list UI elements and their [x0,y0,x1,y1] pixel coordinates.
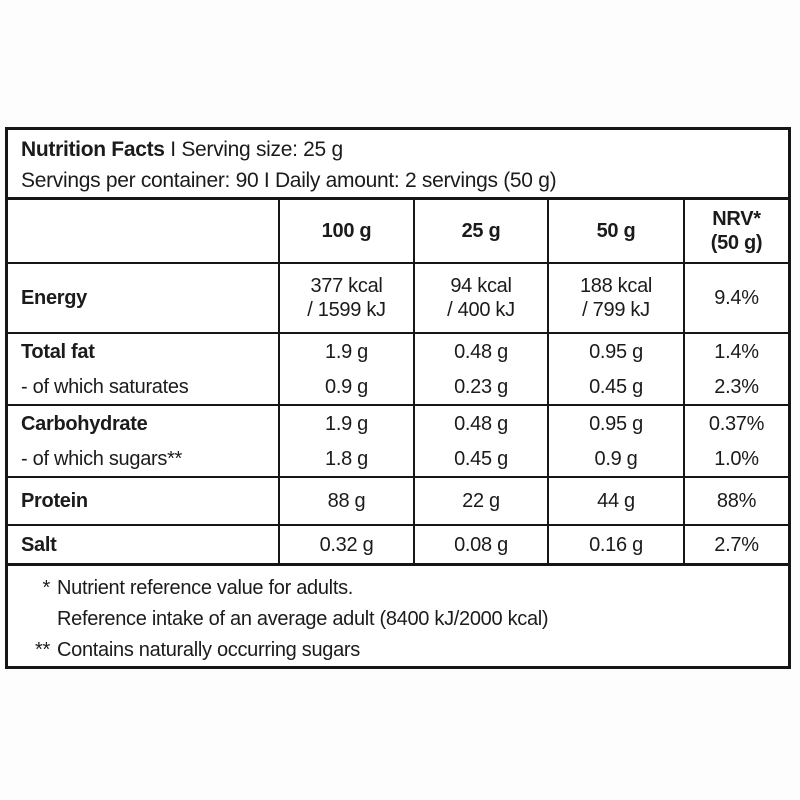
nutrition-facts-table: Nutrition Facts I Serving size: 25 g Ser… [5,127,791,669]
value-cell: 0.95 g [547,406,683,441]
header-divider: I [170,138,176,161]
table-row: - of which saturates 0.9 g 0.23 g 0.45 g… [8,369,788,404]
value-cell: 88 g [278,478,413,524]
value-cell: 1.8 g [278,441,413,476]
value-cell: 188 kcal / 799 kJ [547,264,683,332]
column-header-100g: 100 g [278,200,413,262]
value-cell: 0.37% [683,406,788,441]
value-cell: 0.45 g [413,441,547,476]
nutrition-facts-title: Nutrition Facts [21,138,165,161]
serving-size-text: Serving size: 25 g [181,138,343,161]
footnote-marker: * [42,577,51,599]
table-row: Protein 88 g 22 g 44 g 88% [8,476,788,524]
row-label: Total fat [21,340,95,363]
column-header-25g: 25 g [413,200,547,262]
table-row: - of which sugars** 1.8 g 0.45 g 0.9 g 1… [8,441,788,476]
footnote-nrv: * Nutrient reference value for adults. R… [14,573,778,635]
value-cell: 0.48 g [413,334,547,369]
value-cell: 94 kcal / 400 kJ [413,264,547,332]
footnote-text: Contains naturally occurring sugars [57,639,360,661]
row-label: Protein [21,490,88,512]
value-cell: 22 g [413,478,547,524]
value-cell: 2.7% [683,526,788,563]
value-cell: 1.9 g [278,406,413,441]
table-row: Total fat 1.9 g 0.48 g 0.95 g 1.4% [8,332,788,369]
row-label: Energy [21,287,88,309]
table-row: Carbohydrate 1.9 g 0.48 g 0.95 g 0.37% [8,404,788,441]
value-cell: 0.95 g [547,334,683,369]
value-cell: 1.0% [683,441,788,476]
row-label: Carbohydrate [21,412,148,435]
value-cell: 0.16 g [547,526,683,563]
table-row: Energy 377 kcal / 1599 kJ 94 kcal / 400 … [8,262,788,332]
footer-separator-rule [8,563,788,566]
table-header: Nutrition Facts I Serving size: 25 g Ser… [8,130,788,197]
value-cell: 0.32 g [278,526,413,563]
header-line-2: Servings per container: 90 I Daily amoun… [21,169,557,192]
value-cell: 0.48 g [413,406,547,441]
footnote-sugars: ** Contains naturally occurring sugars [14,635,778,666]
table-row: Salt 0.32 g 0.08 g 0.16 g 2.7% [8,524,788,563]
value-cell: 0.9 g [547,441,683,476]
row-label: - of which saturates [21,375,189,398]
header-separator-rule [8,197,788,200]
footnote-text: Nutrient reference value for adults. Ref… [57,577,549,630]
value-cell: 0.45 g [547,369,683,404]
value-cell: 2.3% [683,369,788,404]
row-label: - of which sugars** [21,447,183,470]
value-cell: 0.08 g [413,526,547,563]
value-cell: 1.4% [683,334,788,369]
column-header-nrv: NRV* (50 g) [683,200,788,262]
value-cell: 9.4% [683,264,788,332]
column-header-row: 100 g 25 g 50 g NRV* (50 g) [8,200,788,262]
footnotes-section: * Nutrient reference value for adults. R… [8,566,788,666]
value-cell: 0.9 g [278,369,413,404]
value-cell: 44 g [547,478,683,524]
column-header-empty [8,200,278,262]
footnote-marker: ** [35,639,50,661]
value-cell: 377 kcal / 1599 kJ [278,264,413,332]
header-line-1: Nutrition Facts I Serving size: 25 g [21,134,778,165]
column-header-50g: 50 g [547,200,683,262]
value-cell: 0.23 g [413,369,547,404]
value-cell: 88% [683,478,788,524]
value-cell: 1.9 g [278,334,413,369]
row-label: Salt [21,533,57,556]
